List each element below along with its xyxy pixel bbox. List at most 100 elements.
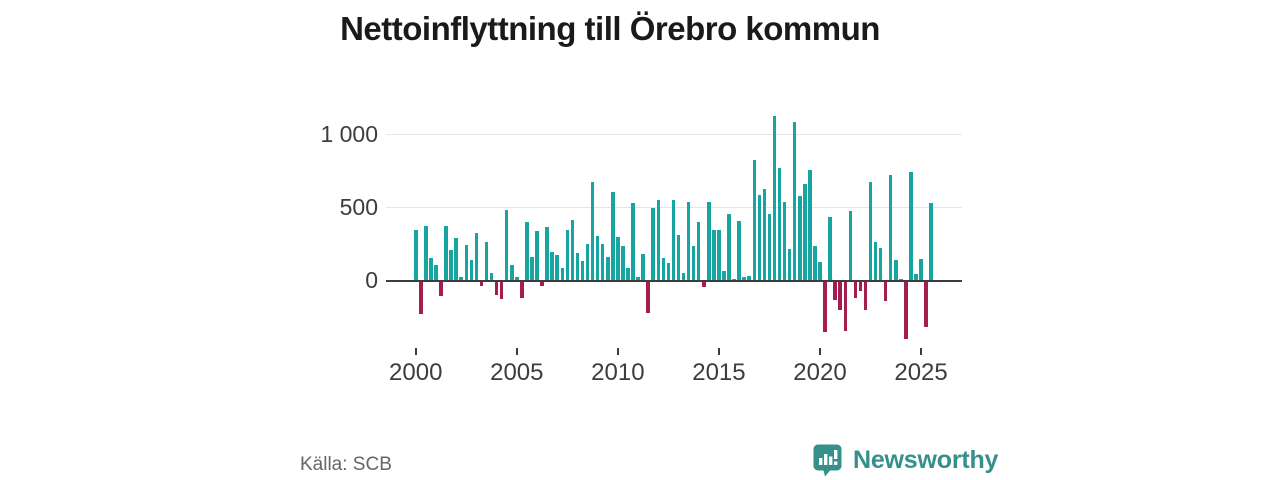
bar [525,221,529,280]
bar [894,260,898,280]
bar [489,273,494,280]
x-axis-tick [515,348,518,355]
x-axis-tick [920,348,923,355]
bar [782,201,787,280]
bar [636,277,640,280]
bar [555,255,559,280]
bar [792,121,797,280]
bar [621,245,625,280]
bar [595,236,600,280]
bar [424,225,428,280]
bar [560,267,565,280]
newsworthy-logo-text: Newsworthy [853,446,999,474]
bar [924,282,928,327]
bar [863,282,868,310]
bar [565,229,570,280]
bar [575,252,580,280]
bar [429,258,433,280]
bar [909,171,913,280]
bar [838,282,842,310]
bar [686,201,691,280]
bar [474,233,479,280]
bar [484,242,489,280]
bar [813,245,817,280]
bar [449,250,453,280]
bar [499,282,504,299]
bar [787,249,792,280]
bar [919,258,923,280]
bar [858,282,863,292]
chart-title: Nettoinflyttning till Örebro kommun [340,10,880,47]
bar [651,208,655,280]
bar [722,271,726,280]
bar [752,159,757,280]
bar [772,116,777,280]
bar [742,277,746,280]
x-axis-label: 2000 [389,359,443,386]
bar [868,182,873,280]
bar [818,261,822,280]
bar [515,277,519,280]
bar [464,244,469,280]
bar [777,167,782,280]
x-axis-label: 2005 [490,359,544,386]
bar [520,282,524,299]
bar [929,202,933,280]
bar [611,192,615,280]
x-axis-label: 2015 [692,359,746,386]
bar [803,184,807,280]
bar [469,260,474,280]
bar [646,282,650,313]
bar [808,169,812,280]
y-axis-label: 0 [365,267,378,293]
bar [535,231,539,280]
bar [823,282,827,332]
bar [762,188,767,280]
bar [631,202,635,280]
bar [585,243,590,280]
bar [626,267,630,280]
bar [873,242,878,280]
bar [510,265,514,280]
bar [530,257,534,280]
bar [656,199,661,280]
bar [757,195,762,280]
gridline [386,134,962,135]
bar [914,274,918,280]
x-axis-label: 2010 [591,359,645,386]
bar [600,244,605,280]
bar [707,201,711,280]
x-axis-zero-line [386,280,962,282]
bar [904,282,908,339]
bar [828,217,832,280]
bar [439,282,443,296]
bar [419,282,423,315]
bar [702,282,706,288]
bar [848,211,853,280]
y-axis-label: 1 000 [320,121,378,147]
x-axis-label: 2020 [793,359,847,386]
x-axis-tick [717,348,720,355]
bar [747,276,751,280]
bar [696,221,701,280]
newsworthy-logo-icon [813,444,842,477]
bar [666,263,671,280]
bar [676,234,681,280]
bar [767,214,772,280]
bar [580,261,585,280]
bar [888,174,893,280]
x-axis-tick [414,348,417,355]
bar [494,282,499,296]
newsworthy-logo: Newsworthy [813,444,998,477]
bar [798,196,802,280]
bar [833,282,837,300]
bar [712,229,716,280]
bar [732,278,736,280]
bar [570,220,575,280]
bar [717,229,721,280]
bar [853,282,858,299]
bar [671,200,676,280]
bar [843,282,847,331]
bar [504,209,509,280]
